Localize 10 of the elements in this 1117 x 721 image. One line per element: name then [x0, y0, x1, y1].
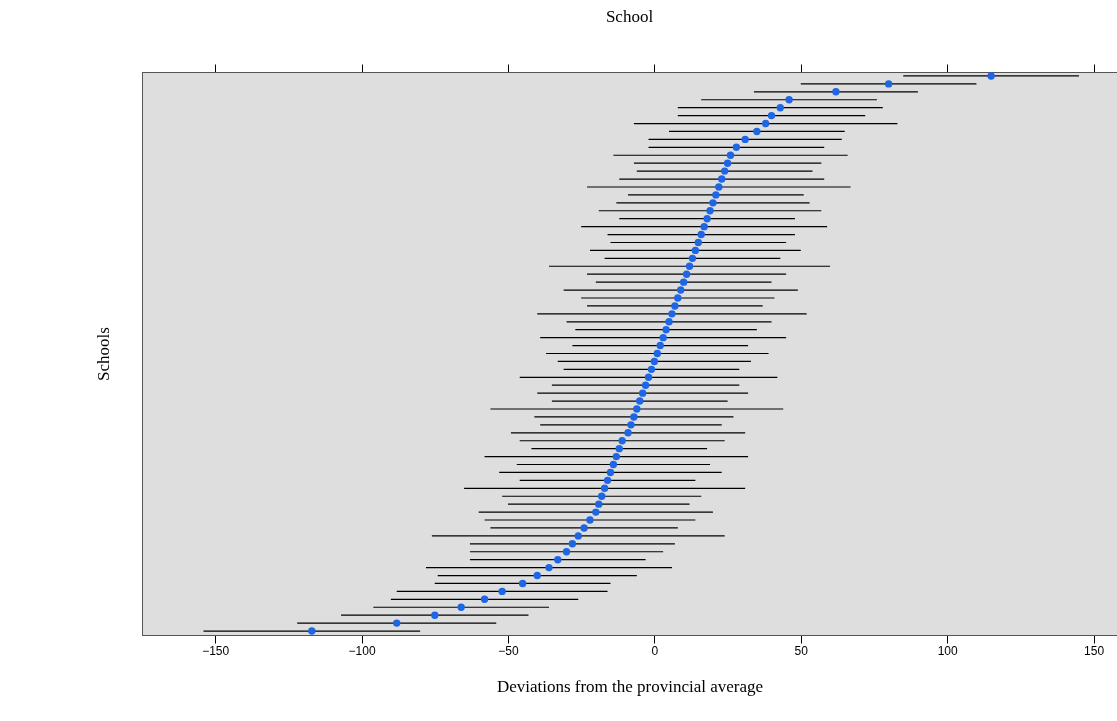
x-tick-label: 100	[937, 643, 959, 658]
x-tick-label: −50	[498, 643, 519, 658]
chart-title: School	[605, 6, 654, 26]
x-tick-label: 50	[794, 643, 809, 658]
x-axis-title: Deviations from the provincial average	[496, 676, 764, 696]
x-tick-label: 0	[651, 643, 659, 658]
x-tick-label: −100	[348, 643, 376, 658]
x-tick-label: 150	[1084, 643, 1105, 658]
x-tick-label: −150	[202, 643, 230, 658]
y-axis-title: Schools	[93, 327, 113, 381]
